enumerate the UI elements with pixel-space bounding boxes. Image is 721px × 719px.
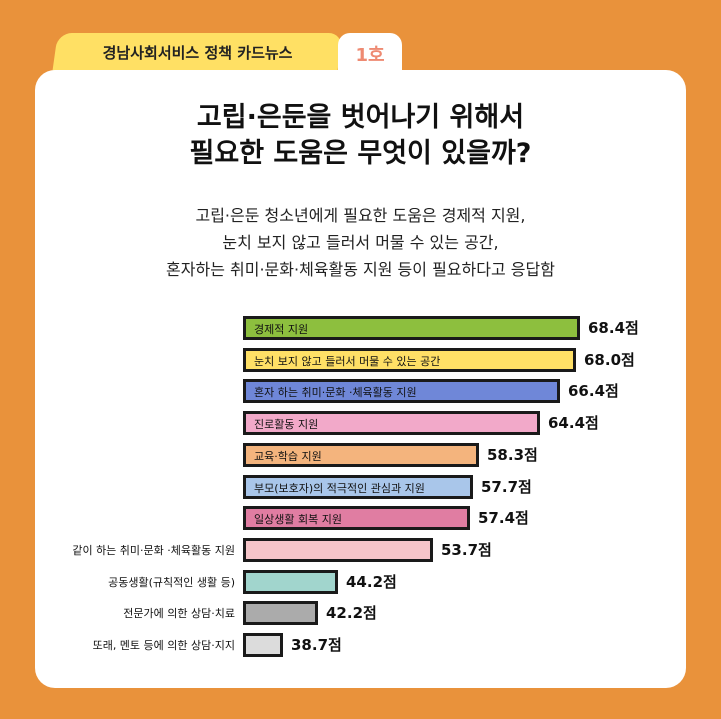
chart-row: 경제적 지원 68.4점 [0, 316, 721, 340]
chart-row: 교육·학습 지원 58.3점 [0, 442, 721, 467]
bar: 진로활동 지원 [243, 411, 540, 436]
bar [243, 569, 338, 594]
issue-tab: 1호 [338, 33, 402, 73]
bar-label: 같이 하는 취미·문화 ·체육활동 지원 [72, 543, 235, 557]
chart-row: 공동생활(규칙적인 생활 등) 44.2점 [0, 569, 721, 594]
page-title: 고립·은둔을 벗어나기 위해서 필요한 도움은 무엇이 있을까? [0, 100, 721, 172]
chart-row: 같이 하는 취미·문화 ·체육활동 지원 53.7점 [0, 537, 721, 562]
value-label: 53.7점 [441, 540, 492, 559]
bar-label: 일상생활 회복 지원 [254, 513, 342, 527]
bar-label: 또래, 멘토 등에 의한 상담·지지 [92, 639, 235, 652]
bar: 눈치 보지 않고 들러서 머물 수 있는 공간 [243, 347, 576, 372]
bar: 교육·학습 지원 [243, 442, 479, 467]
bar-label: 전문가에 의한 상담·치료 [123, 607, 235, 621]
value-label: 44.2점 [346, 572, 397, 591]
value-label: 66.4점 [568, 382, 619, 401]
bar [243, 537, 433, 562]
value-label: 38.7점 [291, 636, 342, 654]
bar: 경제적 지원 [243, 316, 580, 340]
chart-row: 부모(보호자)의 적극적인 관심과 지원 57.7점 [0, 474, 721, 499]
chart-row: 눈치 보지 않고 들러서 머물 수 있는 공간 68.0점 [0, 347, 721, 372]
subtitle: 고립·은둔 청소년에게 필요한 도움은 경제적 지원, 눈치 보지 않고 들러서… [0, 202, 721, 283]
chart-row: 일상생활 회복 지원 57.4점 [0, 506, 721, 531]
chart-row: 진로활동 지원 64.4점 [0, 411, 721, 436]
title-line: 고립·은둔을 벗어나기 위해서 [196, 102, 525, 133]
value-label: 57.7점 [481, 477, 532, 496]
bar [243, 601, 318, 626]
bar-label: 부모(보호자)의 적극적인 관심과 지원 [254, 481, 425, 495]
value-label: 57.4점 [478, 509, 529, 528]
subtitle-line: 눈치 보지 않고 들러서 머물 수 있는 공간, [222, 233, 499, 252]
bar: 혼자 하는 취미·문화 ·체육활동 지원 [243, 379, 560, 404]
bar-label: 눈치 보지 않고 들러서 머물 수 있는 공간 [254, 354, 441, 368]
value-label: 64.4점 [548, 414, 599, 433]
content-card [35, 70, 686, 688]
bar-label: 진로활동 지원 [254, 418, 319, 432]
series-title: 경남사회서비스 정책 카드뉴스 [102, 44, 293, 62]
subtitle-line: 혼자하는 취미·문화·체육활동 지원 등이 필요하다고 응답함 [166, 260, 555, 279]
bar-label: 교육·학습 지원 [254, 449, 322, 463]
value-label: 58.3점 [487, 445, 538, 464]
chart-row: 혼자 하는 취미·문화 ·체육활동 지원 66.4점 [0, 379, 721, 404]
bar-label: 혼자 하는 취미·문화 ·체육활동 지원 [254, 386, 417, 400]
subtitle-line: 고립·은둔 청소년에게 필요한 도움은 경제적 지원, [195, 206, 526, 225]
chart-row: 또래, 멘토 등에 의한 상담·지지 38.7점 [0, 633, 721, 657]
value-label: 68.4점 [588, 319, 639, 337]
bar: 부모(보호자)의 적극적인 관심과 지원 [243, 474, 473, 499]
bar-label: 경제적 지원 [254, 323, 309, 336]
value-label: 42.2점 [326, 604, 377, 623]
bar [243, 633, 283, 657]
issue-number: 1호 [355, 45, 385, 66]
value-label: 68.0점 [584, 350, 635, 369]
chart-row: 전문가에 의한 상담·치료 42.2점 [0, 601, 721, 626]
series-tab: 경남사회서비스 정책 카드뉴스 [52, 33, 343, 73]
bar-label: 공동생활(규칙적인 생활 등) [108, 575, 235, 589]
bar: 일상생활 회복 지원 [243, 506, 470, 531]
title-line: 필요한 도움은 무엇이 있을까? [189, 138, 532, 169]
